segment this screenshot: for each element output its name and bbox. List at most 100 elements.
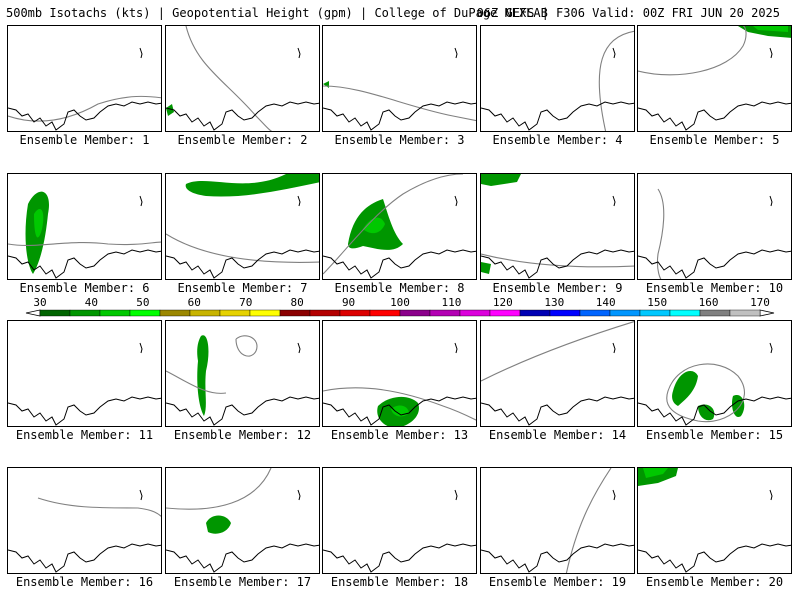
- map-10: [638, 188, 791, 279]
- header-title: 500mb Isotachs (kts) | Geopotential Heig…: [6, 6, 548, 20]
- colorbar-swatch-17: [549, 309, 581, 317]
- ensemble-panel-3: [322, 25, 477, 132]
- island-17: [297, 489, 301, 501]
- island-20: [769, 489, 773, 501]
- panel-label-19: Ensemble Member: 19: [488, 575, 627, 589]
- coastline-10: [638, 249, 791, 279]
- panel-label-4: Ensemble Member: 4: [492, 133, 623, 147]
- height-contour-5: [638, 26, 747, 76]
- coastline-7: [166, 249, 319, 279]
- map-8: [323, 174, 476, 279]
- coastline-8: [323, 249, 476, 279]
- map-20: [638, 468, 791, 573]
- panel-label-14: Ensemble Member: 14: [488, 428, 627, 442]
- colorbar-tick-120: 120: [493, 296, 513, 309]
- ensemble-panel-7: [165, 173, 320, 280]
- map-13: [323, 342, 476, 426]
- coastline-14: [481, 396, 634, 426]
- height-contour-7: [166, 233, 319, 263]
- colorbar-swatch-0: [39, 309, 71, 317]
- height-contour-14: [481, 321, 634, 382]
- colorbar-tick-90: 90: [342, 296, 355, 309]
- wind-shading-7-0: [185, 174, 319, 197]
- colorbar-tick-140: 140: [596, 296, 616, 309]
- island-18: [454, 489, 458, 501]
- height-contour-12: [166, 335, 258, 394]
- island-8: [454, 195, 458, 207]
- panel-label-8: Ensemble Member: 8: [334, 281, 465, 295]
- height-contour-3: [323, 85, 476, 122]
- wind-shading-5-1: [753, 26, 788, 32]
- colorbar-tick-50: 50: [136, 296, 149, 309]
- island-1: [139, 47, 143, 59]
- ensemble-panel-17: [165, 467, 320, 574]
- map-18: [323, 489, 476, 573]
- colorbar-swatch-8: [279, 309, 311, 317]
- coastline-4: [481, 101, 634, 131]
- ensemble-panel-9: [480, 173, 635, 280]
- island-12: [297, 342, 301, 354]
- coastline-15: [638, 396, 791, 426]
- wind-shading-20-1: [643, 468, 668, 478]
- wind-shading-9-0: [481, 174, 521, 186]
- map-16: [8, 489, 161, 573]
- colorbar-swatch-23: [729, 309, 761, 317]
- map-7: [166, 174, 319, 279]
- height-contour-16: [37, 497, 161, 517]
- map-1: [8, 47, 161, 131]
- coastline-18: [323, 543, 476, 573]
- colorbar-tick-100: 100: [390, 296, 410, 309]
- panel-label-20: Ensemble Member: 20: [645, 575, 784, 589]
- height-contour-9: [481, 253, 634, 268]
- colorbar-swatch-14: [459, 309, 491, 317]
- island-9: [612, 195, 616, 207]
- coastline-12: [166, 396, 319, 426]
- island-3: [454, 47, 458, 59]
- island-13: [454, 342, 458, 354]
- map-15: [638, 342, 791, 426]
- colorbar-swatch-1: [69, 309, 101, 317]
- ensemble-panel-1: [7, 25, 162, 132]
- coastline-9: [481, 249, 634, 279]
- panel-label-12: Ensemble Member: 12: [173, 428, 312, 442]
- colorbar-swatch-4: [159, 309, 191, 317]
- map-9: [481, 174, 634, 279]
- coastline-16: [8, 543, 161, 573]
- ensemble-panel-13: [322, 320, 477, 427]
- coastline-3: [323, 101, 476, 131]
- colorbar-swatch-3: [129, 309, 161, 317]
- map-3: [323, 47, 476, 131]
- colorbar-swatch-18: [579, 309, 611, 317]
- island-2: [297, 47, 301, 59]
- colorbar-swatch-11: [369, 309, 401, 317]
- colorbar-swatch-22: [699, 309, 731, 317]
- map-17: [166, 468, 319, 573]
- height-contour-10: [656, 188, 665, 279]
- colorbar-tick-30: 30: [33, 296, 46, 309]
- panel-label-16: Ensemble Member: 16: [15, 575, 154, 589]
- ensemble-panel-12: [165, 320, 320, 427]
- colorbar-tick-60: 60: [188, 296, 201, 309]
- colorbar-swatch-12: [399, 309, 431, 317]
- ensemble-panel-2: [165, 25, 320, 132]
- wind-shading-15-2: [698, 404, 715, 421]
- colorbar-swatch-9: [309, 309, 341, 317]
- colorbar-swatch-15: [489, 309, 521, 317]
- height-contour-15: [666, 363, 745, 423]
- map-14: [481, 321, 634, 426]
- ensemble-panel-14: [480, 320, 635, 427]
- coastline-5: [638, 101, 791, 131]
- panel-label-2: Ensemble Member: 2: [177, 133, 308, 147]
- colorbar-swatch-19: [609, 309, 641, 317]
- height-contour-8: [323, 174, 464, 275]
- wind-shading-2-0: [166, 104, 174, 116]
- wind-speed-colorbar: 30 40 50 60 70 80 90 100 110 120 130 140 150 160 170: [25, 296, 775, 317]
- island-5: [769, 47, 773, 59]
- ensemble-panel-16: [7, 467, 162, 574]
- island-15: [769, 342, 773, 354]
- ensemble-panel-5: [637, 25, 792, 132]
- colorbar-tick-150: 150: [647, 296, 667, 309]
- map-6: [8, 191, 161, 279]
- wind-shading-15-1: [731, 395, 745, 417]
- colorbar-swatch-10: [339, 309, 371, 317]
